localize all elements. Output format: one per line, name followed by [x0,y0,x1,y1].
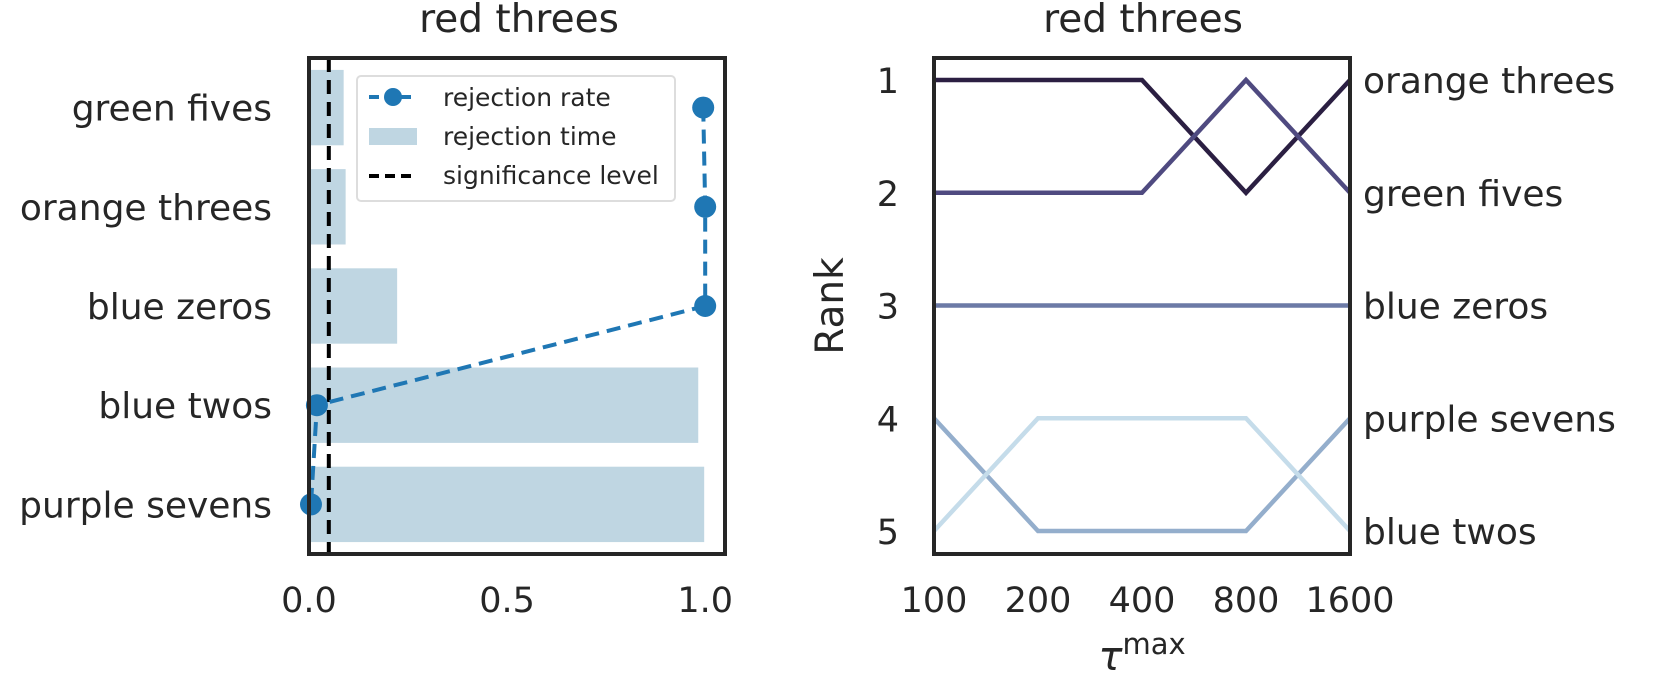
category-labels: green fives orange threes blue zeros blue t… [19,89,272,527]
rank-line-green-fives [934,76,1352,195]
end-label-blue-zeros: blue zeros [1363,287,1548,328]
rank-tick-labels: 1 2 3 4 5 [877,62,899,553]
rank-chart-frame [932,56,1352,556]
legend-rejection-rate-marker [384,88,402,106]
rejection-rate-point-blue-zeros [694,295,717,317]
x-tick-label-1: 0.5 [479,581,535,621]
rank-end-labels: orange threes green fives blue zeros purple… [1363,61,1616,553]
rank-line-blue-twos [932,416,1352,533]
rank-tick-label-4: 4 [877,400,899,440]
rejection-time-bar-blue-twos [308,365,701,445]
end-label-blue-twos: blue twos [1363,512,1537,553]
category-label-orange-threes: orange threes [20,188,272,229]
rejection-time-bars [308,67,707,545]
rank-tick-label-2: 2 [877,175,899,215]
category-label-purple-sevens: purple sevens [19,485,272,526]
rejection-rate-point-orange-threes [694,195,717,218]
legend-rejection-time-label: rejection time [443,122,617,151]
tau-tick-labels: 100 200 400 800 1600 [901,581,1395,621]
rank-line-purple-sevens [932,416,1352,534]
category-label-green-fives: green fives [72,89,272,130]
rank-tick-label-3: 3 [877,288,899,328]
x-tick-label-2: 1.0 [677,581,733,621]
x-tick-labels: 0.0 0.5 1.0 [281,581,733,621]
tau-tick-label-200: 200 [1005,581,1072,621]
legend-significance-level-label: significance level [443,161,659,190]
legend: rejection rate rejection time significan… [356,75,676,202]
rank-chart-title: red threes [1043,0,1243,42]
rank-tick-label-1: 1 [877,62,899,102]
rejection-rate-point-green-fives [692,96,715,119]
category-label-blue-zeros: blue zeros [87,287,272,328]
rejection-chart-title: red threes [419,0,619,42]
rank-line-orange-threes [934,77,1352,197]
tau-axis-label: τmax [1098,627,1185,680]
rejection-chart: red threes green fives orange threes blue … [19,0,733,621]
rejection-rate-point-blue-twos [305,394,328,417]
legend-rejection-time-swatch [369,128,417,145]
rank-axis-label: Rank [808,257,853,355]
tau-tick-label-1600: 1600 [1305,581,1394,621]
end-label-orange-threes: orange threes [1363,61,1615,102]
tau-tick-label-400: 400 [1109,581,1176,621]
rank-chart: red threes 1 2 3 4 5 100 200 400 800 1600 orange… [808,0,1616,680]
rejection-time-bar-purple-sevens [308,464,707,545]
rejection-time-bar-blue-zeros [308,266,400,346]
tau-tick-label-100: 100 [901,581,968,621]
legend-rejection-rate-label: rejection rate [443,83,611,112]
rank-series-lines [932,76,1352,534]
end-label-purple-sevens: purple sevens [1363,399,1616,440]
rejection-chart-frame [307,56,727,556]
x-tick-label-0: 0.0 [281,581,337,621]
tau-tick-label-800: 800 [1213,581,1280,621]
legend-box [356,75,676,202]
end-label-green-fives: green fives [1363,174,1563,215]
category-label-blue-twos: blue twos [98,386,272,427]
rank-tick-label-5: 5 [877,513,899,553]
